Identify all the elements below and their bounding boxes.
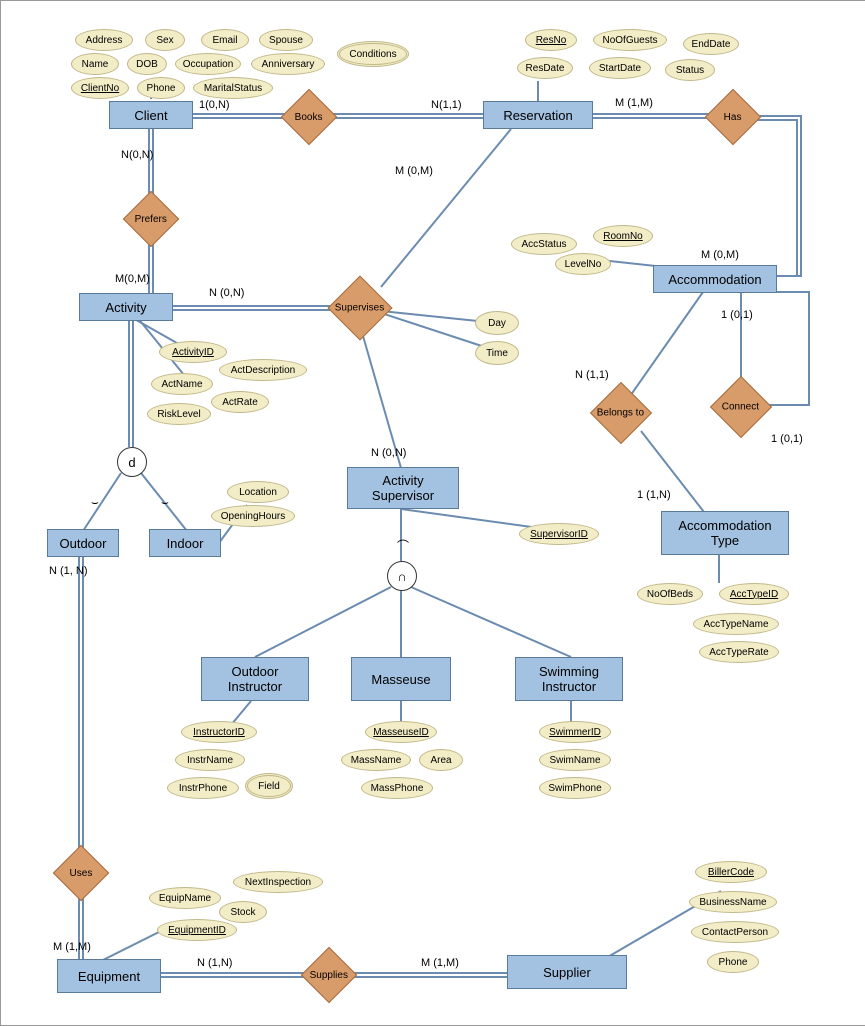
- attr-status: Status: [665, 59, 715, 81]
- attr-address: Address: [75, 29, 133, 51]
- attr-roomno: RoomNo: [593, 225, 653, 247]
- entity-accommodation: Accommodation: [653, 265, 777, 293]
- attr-day: Day: [475, 311, 519, 335]
- attr-nextinspection: NextInspection: [233, 871, 323, 893]
- attr-swimname: SwimName: [539, 749, 611, 771]
- overlap-circle: ∩: [387, 561, 417, 591]
- attr-supervisorid: SupervisorID: [519, 523, 599, 545]
- rel-supplies: Supplies: [301, 947, 358, 1004]
- attr-sex: Sex: [145, 29, 185, 51]
- attr-time: Time: [475, 341, 519, 365]
- attr-clientno: ClientNo: [71, 77, 129, 99]
- entity-supplier: Supplier: [507, 955, 627, 989]
- entity-outinstr: Outdoor Instructor: [201, 657, 309, 701]
- rel-connect: Connect: [710, 376, 772, 438]
- attr-equipname: EquipName: [149, 887, 221, 909]
- card-sup-res: M (0,M): [395, 165, 433, 177]
- attr-instrname: InstrName: [175, 749, 245, 771]
- attr-acctyperate: AccTypeRate: [699, 641, 779, 663]
- rel-belongsto: Belongs to: [590, 382, 652, 444]
- card-client-prefers: N(0,N): [121, 149, 153, 161]
- isa-arc-3: ⌒: [397, 537, 409, 554]
- er-diagram-canvas: Address Sex Email Spouse Name DOB Occupa…: [0, 0, 865, 1026]
- entity-client: Client: [109, 101, 193, 129]
- card-equip-supplies: N (1,N): [197, 957, 232, 969]
- entity-acctype: Accommodation Type: [661, 511, 789, 555]
- entity-equipment: Equipment: [57, 959, 161, 993]
- attr-supplierphone: Phone: [707, 951, 759, 973]
- rel-has: Has: [705, 89, 762, 146]
- attr-acctypename: AccTypeName: [693, 613, 779, 635]
- attr-stock: Stock: [219, 901, 267, 923]
- card-uses-equip: M (1,M): [53, 941, 91, 953]
- rel-books: Books: [281, 89, 338, 146]
- rel-prefers: Prefers: [123, 191, 180, 248]
- card-res-has: M (1,M): [615, 97, 653, 109]
- attr-swimphone: SwimPhone: [539, 777, 611, 799]
- card-acc-connect2: 1 (0,1): [771, 433, 803, 445]
- card-acc-connect1: 1 (0,1): [721, 309, 753, 321]
- card-has-acc: M (0,M): [701, 249, 739, 261]
- attr-businessname: BusinessName: [689, 891, 777, 913]
- attr-resno: ResNo: [525, 29, 577, 51]
- attr-area: Area: [419, 749, 463, 771]
- isa-arc-2: ⌣: [161, 495, 169, 510]
- entity-indoor: Indoor: [149, 529, 221, 557]
- attr-conditions: Conditions: [337, 41, 409, 67]
- attr-name: Name: [71, 53, 119, 75]
- card-client-books: 1(0,N): [199, 99, 230, 111]
- attr-actrate: ActRate: [211, 391, 269, 413]
- card-supplies-supplier: M (1,M): [421, 957, 459, 969]
- entity-masseuse: Masseuse: [351, 657, 451, 701]
- entity-activity: Activity: [79, 293, 173, 321]
- card-sup-actsup: N (0,N): [371, 447, 406, 459]
- rel-uses: Uses: [53, 845, 110, 902]
- attr-equipmentid: EquipmentID: [157, 919, 237, 941]
- attr-masseuseid: MasseuseID: [365, 721, 437, 743]
- attr-contactperson: ContactPerson: [691, 921, 779, 943]
- rel-supervises: Supervises: [327, 275, 392, 340]
- attr-actdescription: ActDescription: [219, 359, 307, 381]
- attr-instrphone: InstrPhone: [167, 777, 239, 799]
- card-prefers-act: M(0,M): [115, 273, 150, 285]
- attr-email: Email: [201, 29, 249, 51]
- attr-billercode: BillerCode: [695, 861, 767, 883]
- attr-dob: DOB: [127, 53, 167, 75]
- attr-startdate: StartDate: [589, 57, 651, 79]
- card-act-sup: N (0,N): [209, 287, 244, 299]
- attr-spouse: Spouse: [259, 29, 313, 51]
- card-outdoor-uses: N (1, N): [49, 565, 88, 577]
- entity-swiminstr: Swimming Instructor: [515, 657, 623, 701]
- attr-openinghours: OpeningHours: [211, 505, 295, 527]
- attr-field: Field: [245, 773, 293, 799]
- attr-resdate: ResDate: [517, 57, 573, 79]
- attr-maritalstatus: MaritalStatus: [193, 77, 273, 99]
- attr-instructorid: InstructorID: [181, 721, 257, 743]
- card-belongs-type: 1 (1,N): [637, 489, 671, 501]
- attr-accstatus: AccStatus: [511, 233, 577, 255]
- attr-phone: Phone: [137, 77, 185, 99]
- card-acc-belongs: N (1,1): [575, 369, 609, 381]
- attr-actname: ActName: [151, 373, 213, 395]
- attr-occupation: Occupation: [175, 53, 241, 75]
- attr-acctypeid: AccTypeID: [719, 583, 789, 605]
- entity-outdoor: Outdoor: [47, 529, 119, 557]
- attr-noofbeds: NoOfBeds: [637, 583, 703, 605]
- attr-massname: MassName: [341, 749, 411, 771]
- attr-swimmerid: SwimmerID: [539, 721, 611, 743]
- attr-activityid: ActivityID: [159, 341, 227, 363]
- attr-anniversary: Anniversary: [251, 53, 325, 75]
- attr-massphone: MassPhone: [361, 777, 433, 799]
- attr-noofguests: NoOfGuests: [593, 29, 667, 51]
- isa-arc-1: ⌣: [91, 495, 99, 510]
- card-books-res: N(1,1): [431, 99, 462, 111]
- entity-actsup: Activity Supervisor: [347, 467, 459, 509]
- entity-reservation: Reservation: [483, 101, 593, 129]
- attr-levelno: LevelNo: [555, 253, 611, 275]
- attr-risklevel: RiskLevel: [147, 403, 211, 425]
- attr-location: Location: [227, 481, 289, 503]
- disjoint-circle: d: [117, 447, 147, 477]
- attr-enddate: EndDate: [683, 33, 739, 55]
